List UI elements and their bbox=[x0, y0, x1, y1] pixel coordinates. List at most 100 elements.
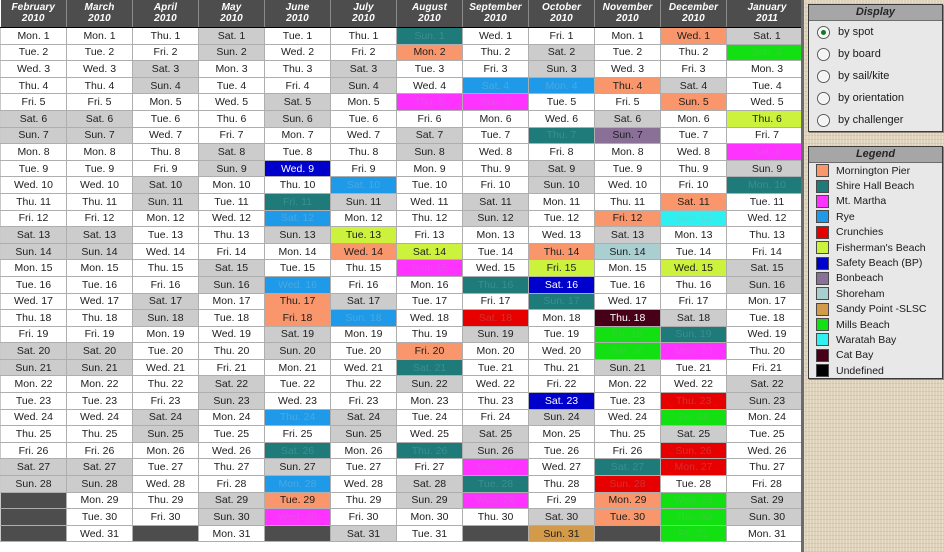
calendar-day-cell[interactable]: Wed. 27 bbox=[528, 458, 595, 477]
calendar-day-cell[interactable]: Tue. 14 bbox=[462, 242, 529, 261]
calendar-day-cell[interactable]: Sat. 9 bbox=[528, 159, 595, 178]
legend-item[interactable]: Undefined bbox=[809, 363, 942, 378]
calendar-day-cell[interactable]: Fri. 3 bbox=[660, 60, 727, 78]
calendar-day-cell[interactable]: Sat. 24 bbox=[330, 408, 397, 427]
calendar-day-cell[interactable]: Sat. 24 bbox=[132, 408, 199, 427]
calendar-day-cell[interactable]: Wed. 10 bbox=[0, 176, 67, 194]
calendar-day-cell[interactable]: Mon. 7 bbox=[264, 126, 331, 145]
calendar-day-cell[interactable]: Fri. 17 bbox=[660, 292, 727, 311]
calendar-day-cell[interactable]: Tue. 25 bbox=[726, 425, 801, 443]
calendar-day-cell[interactable]: Sun. 8 bbox=[396, 143, 463, 161]
calendar-day-cell[interactable]: Tue. 7 bbox=[462, 126, 529, 145]
calendar-day-cell[interactable]: Sat. 20 bbox=[66, 342, 133, 360]
calendar-day-cell[interactable]: Tue. 5 bbox=[528, 93, 595, 111]
calendar-day-cell[interactable]: Wed. 7 bbox=[132, 126, 199, 145]
calendar-day-cell[interactable]: Wed. 29 bbox=[660, 491, 727, 510]
calendar-day-cell[interactable]: Fri. 12 bbox=[594, 209, 661, 228]
calendar-day-cell[interactable]: Sat. 28 bbox=[396, 475, 463, 493]
calendar-day-cell[interactable]: Tue. 23 bbox=[0, 392, 67, 410]
legend-item[interactable]: Mt. Martha bbox=[809, 194, 942, 209]
calendar-day-cell[interactable]: Tue. 12 bbox=[528, 209, 595, 228]
calendar-day-cell[interactable]: Fri. 21 bbox=[198, 358, 265, 377]
calendar-day-cell[interactable]: Thu. 5 bbox=[396, 93, 463, 111]
legend-item[interactable]: Crunchies bbox=[809, 225, 942, 240]
calendar-day-cell[interactable]: Fri. 19 bbox=[0, 325, 67, 344]
calendar-day-cell[interactable]: Thu. 26 bbox=[396, 441, 463, 460]
calendar-day-cell[interactable]: Thu. 14 bbox=[528, 242, 595, 261]
calendar-day-cell[interactable]: Thu. 8 bbox=[132, 143, 199, 161]
calendar-day-cell[interactable]: Fri. 23 bbox=[132, 392, 199, 410]
calendar-day-cell[interactable]: Fri. 21 bbox=[726, 358, 801, 377]
calendar-day-cell[interactable]: Fri. 14 bbox=[726, 242, 801, 261]
calendar-day-cell[interactable]: Fri. 24 bbox=[462, 408, 529, 427]
calendar-day-cell[interactable]: Wed. 5 bbox=[198, 93, 265, 111]
calendar-day-cell[interactable]: Mon. 10 bbox=[198, 176, 265, 194]
calendar-day-cell[interactable]: Tue. 17 bbox=[396, 292, 463, 311]
calendar-day-cell[interactable]: Thu. 10 bbox=[264, 176, 331, 194]
calendar-day-cell[interactable]: Sat. 14 bbox=[396, 242, 463, 261]
calendar-day-cell[interactable]: Sun. 1 bbox=[396, 27, 463, 45]
calendar-day-cell[interactable]: Sat. 13 bbox=[66, 226, 133, 244]
calendar-day-cell[interactable]: Wed. 5 bbox=[726, 93, 801, 111]
calendar-day-cell[interactable]: Mon. 31 bbox=[726, 524, 801, 543]
calendar-day-cell[interactable]: Thu. 13 bbox=[198, 226, 265, 244]
calendar-day-cell[interactable]: Sun. 28 bbox=[594, 475, 661, 493]
calendar-day-cell[interactable]: Sat. 6 bbox=[66, 109, 133, 128]
calendar-day-cell[interactable]: Mon. 29 bbox=[66, 491, 133, 510]
calendar-day-cell[interactable]: Mon. 24 bbox=[198, 408, 265, 427]
calendar-day-cell[interactable]: Sat. 4 bbox=[462, 76, 529, 95]
calendar-day-cell[interactable]: Sun. 2 bbox=[198, 43, 265, 62]
calendar-day-cell[interactable]: Sat. 8 bbox=[726, 143, 801, 161]
calendar-day-cell[interactable]: Fri. 11 bbox=[264, 192, 331, 211]
calendar-day-cell[interactable]: Wed. 9 bbox=[264, 159, 331, 178]
calendar-day-cell[interactable]: Wed. 8 bbox=[660, 143, 727, 161]
calendar-day-cell[interactable]: Wed. 18 bbox=[396, 309, 463, 327]
calendar-day-cell[interactable]: Tue. 25 bbox=[198, 425, 265, 443]
calendar-day-cell[interactable]: Thu. 2 bbox=[462, 43, 529, 62]
calendar-day-cell[interactable]: Thu. 2 bbox=[660, 43, 727, 62]
calendar-day-cell[interactable]: Sun. 17 bbox=[528, 292, 595, 311]
calendar-day-cell[interactable]: Sat. 12 bbox=[264, 209, 331, 228]
calendar-day-cell[interactable]: Wed. 14 bbox=[330, 242, 397, 261]
calendar-day-cell[interactable]: Sat. 19 bbox=[264, 325, 331, 344]
calendar-day-cell[interactable]: Sat. 18 bbox=[660, 309, 727, 327]
calendar-day-cell[interactable]: Wed. 16 bbox=[264, 275, 331, 294]
calendar-day-cell[interactable]: Wed. 3 bbox=[66, 60, 133, 78]
calendar-day-cell[interactable]: Fri. 5 bbox=[594, 93, 661, 111]
calendar-day-cell[interactable]: Wed. 1 bbox=[660, 27, 727, 45]
calendar-day-cell[interactable]: Mon. 12 bbox=[330, 209, 397, 228]
calendar-day-cell[interactable]: Wed. 28 bbox=[330, 475, 397, 493]
calendar-day-cell[interactable]: Sat. 5 bbox=[264, 93, 331, 111]
calendar-day-cell[interactable]: Fri. 24 bbox=[660, 408, 727, 427]
calendar-day-cell[interactable]: Mon. 29 bbox=[594, 491, 661, 510]
calendar-day-cell[interactable]: Thu. 25 bbox=[0, 425, 67, 443]
calendar-day-cell[interactable]: Thu. 8 bbox=[330, 143, 397, 161]
calendar-day-cell[interactable]: Sun. 3 bbox=[528, 60, 595, 78]
calendar-day-cell[interactable]: Sat. 10 bbox=[132, 176, 199, 194]
calendar-day-cell[interactable]: Tue. 6 bbox=[132, 109, 199, 128]
calendar-day-cell[interactable]: Wed. 17 bbox=[66, 292, 133, 311]
calendar-day-cell[interactable]: Tue. 4 bbox=[726, 76, 801, 95]
calendar-day-cell[interactable]: Mon. 20 bbox=[462, 342, 529, 360]
calendar-day-cell[interactable]: Thu. 16 bbox=[660, 275, 727, 294]
calendar-day-cell[interactable]: Mon. 26 bbox=[132, 441, 199, 460]
calendar-day-cell[interactable]: Sat. 4 bbox=[660, 76, 727, 95]
calendar-day-cell[interactable]: Wed. 13 bbox=[528, 226, 595, 244]
calendar-day-cell[interactable]: Wed. 21 bbox=[132, 358, 199, 377]
calendar-day-cell[interactable]: Sat. 8 bbox=[198, 143, 265, 161]
calendar-day-cell[interactable]: Sat. 1 bbox=[198, 27, 265, 45]
calendar-day-cell[interactable]: Sun. 4 bbox=[132, 76, 199, 95]
calendar-day-cell[interactable]: Fri. 12 bbox=[0, 209, 67, 228]
calendar-day-cell[interactable]: Sun. 7 bbox=[594, 126, 661, 145]
calendar-day-cell[interactable]: Mon. 6 bbox=[660, 109, 727, 128]
calendar-day-cell[interactable]: Mon. 8 bbox=[0, 143, 67, 161]
calendar-month-header[interactable]: November 2010 bbox=[594, 0, 661, 28]
calendar-day-cell[interactable]: Sun. 11 bbox=[330, 192, 397, 211]
calendar-day-cell[interactable]: Mon. 27 bbox=[660, 458, 727, 477]
calendar-day-cell[interactable]: Sat. 29 bbox=[198, 491, 265, 510]
calendar-day-cell[interactable]: Mon. 13 bbox=[462, 226, 529, 244]
calendar-day-cell[interactable]: Thu. 11 bbox=[594, 192, 661, 211]
calendar-day-cell[interactable]: Sun. 15 bbox=[396, 259, 463, 277]
calendar-day-cell[interactable]: Thu. 11 bbox=[0, 192, 67, 211]
calendar-day-cell[interactable]: Fri. 22 bbox=[528, 375, 595, 394]
